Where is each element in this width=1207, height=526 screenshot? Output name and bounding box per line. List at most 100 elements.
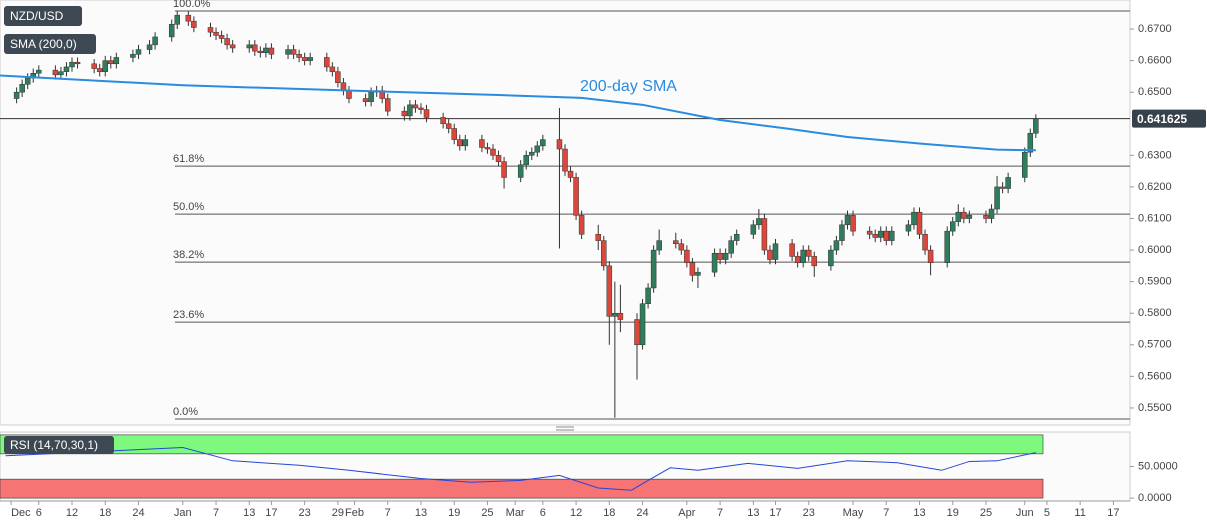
y-tick-label: 0.6100	[1138, 212, 1172, 224]
candle-body	[844, 215, 851, 226]
candle-body	[772, 243, 779, 260]
candle-body	[805, 249, 812, 257]
candle-body	[839, 224, 845, 241]
candle-body	[301, 57, 308, 61]
candle-body	[534, 145, 541, 153]
candle-body	[58, 71, 64, 76]
fib-label: 50.0%	[173, 201, 204, 213]
candle-body	[988, 208, 995, 219]
candle-body	[634, 319, 640, 346]
candle-body	[673, 240, 679, 245]
x-tick-label: 17	[265, 507, 277, 519]
x-tick-label: 17	[769, 507, 781, 519]
candle-body	[684, 249, 690, 263]
fib-label: 100.0%	[173, 0, 211, 10]
last-price-box	[1132, 109, 1206, 128]
candle-body	[728, 240, 734, 254]
candle-body	[517, 164, 524, 178]
y-tick-label: 0.6300	[1138, 149, 1172, 161]
candle-body	[412, 104, 419, 109]
candle-body	[207, 27, 214, 33]
y-tick-label: 0.6700	[1138, 23, 1172, 35]
last-price-label: 0.641625	[1137, 112, 1187, 126]
candle-body	[983, 215, 989, 219]
candle-body	[678, 243, 685, 251]
candle-body	[246, 44, 253, 49]
candle-body	[811, 256, 818, 267]
candle-body	[224, 38, 230, 46]
candle-body	[362, 98, 369, 102]
candle-body	[168, 24, 175, 38]
y-tick-label: 50.0000	[1138, 460, 1178, 472]
fib-label: 38.2%	[173, 249, 204, 261]
x-tick-label: 13	[747, 507, 759, 519]
candle-body	[407, 104, 413, 117]
candle-body	[185, 14, 192, 22]
candle-body	[756, 218, 762, 226]
candle-body	[850, 215, 856, 232]
fib-label: 61.8%	[173, 153, 204, 165]
rsi-title-box	[4, 436, 114, 454]
fib-label: 23.6%	[173, 309, 204, 321]
candle-body	[828, 249, 834, 267]
candle-body	[689, 262, 696, 276]
x-tick-label: 7	[213, 507, 219, 519]
candle-body	[152, 36, 158, 46]
candle-body	[540, 139, 546, 147]
candle-body	[883, 230, 890, 241]
candle-body	[462, 139, 469, 147]
candle-body	[944, 230, 950, 263]
candle-body	[135, 49, 142, 55]
x-tick-label: 6	[540, 507, 546, 519]
candle-body	[130, 54, 136, 58]
candle-body	[916, 211, 923, 235]
fib-label: 0.0%	[173, 406, 198, 418]
x-tick-label: 7	[717, 507, 723, 519]
rsi-zone	[0, 478, 1044, 499]
candle-body	[96, 68, 103, 72]
candle-body	[800, 249, 806, 263]
candle-body	[191, 20, 197, 28]
main-pane	[0, 0, 1131, 426]
candle-body	[573, 177, 579, 216]
candle-body	[74, 61, 81, 65]
x-tick-label: 24	[132, 507, 144, 519]
candle-body	[324, 57, 330, 68]
y-tick-label: 0.6600	[1138, 55, 1172, 67]
rsi-line	[5, 447, 1036, 491]
candle-body	[595, 234, 601, 241]
x-tick-label: Jun	[1016, 507, 1034, 519]
candle-body	[717, 252, 723, 260]
candle-body	[833, 240, 840, 251]
candle-body	[445, 123, 452, 129]
legend-title: NZD/USD	[10, 9, 64, 23]
legend-title-box	[4, 6, 82, 26]
candle-body	[711, 252, 718, 273]
candle-body	[617, 312, 624, 320]
candle-body	[440, 117, 446, 125]
candle-body	[562, 148, 568, 172]
sma-line	[0, 74, 1036, 152]
candle-body	[794, 256, 801, 263]
candle-body	[789, 243, 795, 257]
y-tick-label: 0.6200	[1138, 181, 1172, 193]
x-tick-label: 13	[415, 507, 427, 519]
rsi-title: RSI (14,70,30,1)	[10, 438, 98, 452]
candle-body	[961, 211, 967, 219]
x-tick-label: 12	[570, 507, 582, 519]
candle-body	[479, 139, 485, 148]
candle-body	[994, 186, 1000, 210]
x-tick-label: 18	[99, 507, 111, 519]
candle-body	[966, 215, 973, 219]
y-tick-label: 0.5600	[1138, 370, 1172, 382]
rsi-zone	[0, 434, 1044, 455]
candle-body	[889, 230, 895, 241]
candle-body	[656, 240, 662, 251]
candle-body	[639, 303, 646, 346]
legend-sma-box	[4, 34, 96, 54]
candle-body	[601, 240, 607, 267]
candle-body	[523, 155, 529, 166]
candle-body	[346, 90, 352, 99]
candle-body	[1027, 132, 1034, 153]
